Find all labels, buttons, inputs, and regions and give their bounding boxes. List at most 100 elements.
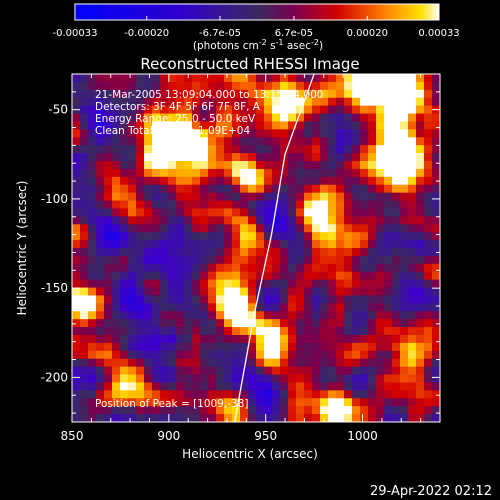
heatmap-cell (264, 271, 273, 281)
heatmap-cell (392, 406, 401, 415)
heatmap-cell (72, 255, 81, 265)
heatmap-cell (344, 176, 353, 186)
heatmap-cell (128, 295, 137, 304)
heatmap-cell (224, 153, 233, 162)
heatmap-cell (208, 382, 217, 391)
heatmap-cell (88, 121, 97, 130)
heatmap-cell (368, 366, 377, 376)
heatmap-cell (208, 342, 217, 352)
heatmap-cell (88, 279, 97, 289)
heatmap-cell (136, 279, 145, 289)
heatmap-cell (368, 192, 377, 202)
heatmap-cell (184, 303, 193, 312)
heatmap-cell (216, 382, 225, 391)
heatmap-cell (368, 390, 377, 399)
heatmap-cell (352, 255, 361, 265)
heatmap-cell (344, 232, 353, 241)
heatmap-cell (360, 121, 369, 130)
heatmap-cell (72, 224, 81, 233)
heatmap-cell (352, 335, 361, 344)
heatmap-cell (192, 81, 201, 91)
heatmap-cell (152, 161, 161, 170)
heatmap-cell (280, 89, 289, 99)
heatmap-cell (96, 271, 105, 281)
heatmap-cell (120, 161, 129, 170)
heatmap-cell (416, 224, 425, 233)
heatmap-cell (192, 248, 201, 257)
heatmap-cell (384, 74, 393, 83)
heatmap-cell (232, 335, 241, 344)
heatmap-cell (88, 374, 97, 384)
heatmap-cell (384, 240, 393, 249)
heatmap-cell (192, 176, 201, 186)
heatmap-cell (432, 81, 440, 91)
heatmap-cell (136, 248, 145, 257)
heatmap-cell (360, 208, 369, 217)
heatmap-cell (272, 358, 281, 368)
heatmap-cell (368, 161, 377, 170)
heatmap-cell (88, 208, 97, 217)
heatmap-cell (376, 184, 385, 194)
heatmap-cell (336, 161, 345, 170)
heatmap-cell (400, 248, 409, 257)
heatmap-cell (168, 129, 177, 138)
heatmap-cell (152, 105, 161, 115)
heatmap-cell (376, 414, 385, 422)
heatmap-cell (376, 398, 385, 407)
heatmap-cell (384, 153, 393, 162)
heatmap-cell (360, 184, 369, 194)
heatmap-cell (112, 97, 121, 107)
heatmap-cell (336, 406, 345, 415)
heatmap-cell (136, 208, 145, 217)
heatmap-cell (360, 240, 369, 249)
heatmap-cell (72, 398, 81, 407)
heatmap-cell (136, 129, 145, 138)
heatmap-cell (200, 105, 209, 115)
heatmap-cell (152, 295, 161, 304)
heatmap-cell (264, 200, 273, 210)
heatmap-cell (208, 311, 217, 320)
heatmap-cell (104, 224, 113, 233)
heatmap-cell (104, 279, 113, 289)
heatmap-cell (120, 137, 129, 146)
heatmap-cell (288, 342, 297, 352)
heatmap-cell (96, 319, 105, 328)
heatmap-cell (256, 89, 265, 99)
heatmap-cell (288, 153, 297, 162)
heatmap-cell (144, 121, 153, 130)
heatmap-cell (288, 232, 297, 241)
heatmap-cell (248, 303, 257, 312)
heatmap-cell (400, 184, 409, 194)
heatmap-cell (112, 81, 121, 91)
heatmap-cell (120, 358, 129, 368)
heatmap-cell (360, 350, 369, 360)
heatmap-cell (96, 366, 105, 376)
heatmap-cell (128, 390, 137, 399)
heatmap-cell (312, 232, 321, 241)
heatmap-cell (88, 232, 97, 241)
heatmap-cell (72, 232, 81, 241)
heatmap-cell (328, 113, 337, 123)
heatmap-cell (224, 97, 233, 107)
heatmap-cell (312, 145, 321, 154)
heatmap-cell (360, 192, 369, 202)
heatmap-cell (320, 89, 329, 99)
heatmap-cell (96, 200, 105, 210)
heatmap-cell (208, 176, 217, 186)
colorbar-tick-label: 6.7e-05 (275, 28, 313, 39)
heatmap-cell (104, 398, 113, 407)
heatmap-cell (72, 184, 81, 194)
y-tick-label: -100 (41, 192, 68, 206)
heatmap-cell (336, 255, 345, 265)
heatmap-cell (152, 240, 161, 249)
heatmap-cell (432, 216, 440, 225)
heatmap-cell (104, 342, 113, 352)
heatmap-cell (400, 366, 409, 376)
heatmap-cell (432, 74, 440, 83)
heatmap-cell (88, 414, 97, 422)
heatmap-cell (168, 358, 177, 368)
heatmap-cell (152, 184, 161, 194)
heatmap-cell (168, 208, 177, 217)
heatmap-cell (112, 145, 121, 154)
heatmap-cell (360, 176, 369, 186)
